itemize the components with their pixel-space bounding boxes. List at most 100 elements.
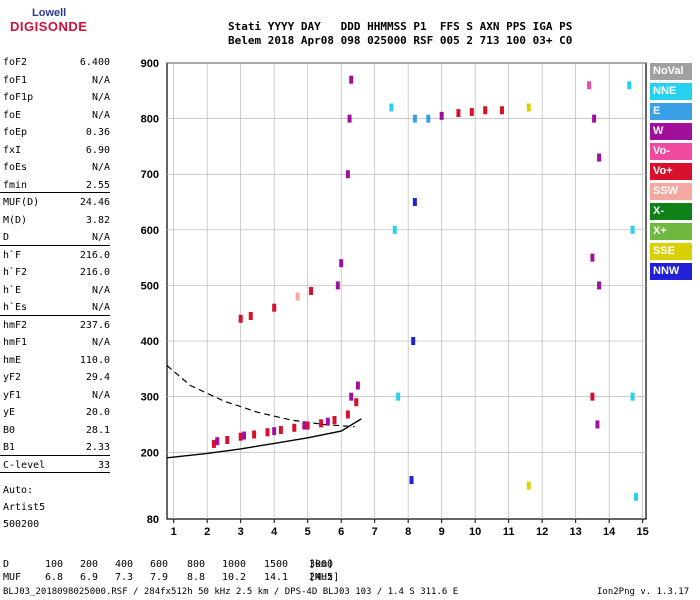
echo-point xyxy=(265,428,270,437)
param-row-mufd: MUF(D) 24.46 xyxy=(0,194,110,212)
param-name: foF1 xyxy=(3,74,28,86)
muf-cell: 6.9 xyxy=(80,572,99,583)
echo-point xyxy=(345,170,350,179)
param-value: N/A xyxy=(91,74,110,86)
muf-cell: 10.2 xyxy=(222,572,247,583)
scaled-parameters-panel: foF2 6.400 foF1 N/A foF1p N/A foE N/A foEp 0.36 fx… xyxy=(0,54,110,530)
param-name: h`E xyxy=(3,284,22,296)
x-tick-label: 7 xyxy=(372,526,378,538)
param-row-fof2: foF2 6.400 xyxy=(0,54,110,72)
param-name: foF2 xyxy=(3,57,28,68)
echo-point xyxy=(439,111,444,120)
param-row-hmf2: hmF2 237.6 xyxy=(0,317,110,335)
legend-item-nne: NNE xyxy=(650,83,692,100)
legend-item-vo: Vo+ xyxy=(650,163,692,180)
param-name: MUF(D) xyxy=(3,197,40,208)
echo-point xyxy=(211,439,216,448)
param-row-clevel: C-level 33 xyxy=(0,457,110,475)
y-tick-label: 700 xyxy=(141,169,159,181)
param-row-d: D N/A xyxy=(0,229,110,247)
echo-point xyxy=(354,398,359,407)
param-value: 2.33 xyxy=(85,442,110,453)
muf-cell: MUF xyxy=(3,572,22,583)
muf-row: MUF 6.8 6.9 7.3 7.9 8.8 10.2 14.1 24.5 [MHz] xyxy=(3,572,603,585)
x-tick-label: 4 xyxy=(271,526,278,538)
param-separator xyxy=(0,314,110,316)
echo-point xyxy=(630,225,635,234)
y-tick-label: 80 xyxy=(147,514,159,526)
param-value: N/A xyxy=(91,109,110,121)
logo-lowell: Lowell xyxy=(32,7,67,19)
x-tick-label: 15 xyxy=(637,526,649,538)
param-name: hmE xyxy=(3,354,22,366)
x-tick-label: 5 xyxy=(305,526,311,538)
echo-point xyxy=(292,423,297,432)
echo-point xyxy=(597,281,602,290)
param-value: N/A xyxy=(91,162,110,173)
echo-point xyxy=(242,431,247,440)
muf-cell: [MHz] xyxy=(309,572,340,583)
echo-point xyxy=(597,153,602,162)
legend-item-ssw: SSW xyxy=(650,183,692,200)
param-value: 0.36 xyxy=(85,127,110,138)
echo-point xyxy=(302,421,307,430)
legend-item-x: X- xyxy=(650,203,692,220)
distance-cell: 800 xyxy=(187,559,206,570)
echo-point xyxy=(412,114,417,123)
param-name: h`F xyxy=(3,249,22,261)
header-line-1: Stati YYYY DAY DDD HHMMSS P1 FFS S AXN P… xyxy=(228,20,573,33)
x-tick-label: 9 xyxy=(439,526,445,538)
param-name: yF1 xyxy=(3,389,22,401)
echo-point xyxy=(295,292,300,301)
param-name: foE xyxy=(3,109,22,121)
param-name: h`Es xyxy=(3,302,28,313)
y-tick-label: 300 xyxy=(141,392,159,404)
distance-cell: D xyxy=(3,559,10,570)
param-name: h`F2 xyxy=(3,267,28,278)
param-value: 6.400 xyxy=(79,57,110,68)
muf-cell: 7.9 xyxy=(150,572,169,583)
param-row-fmin: fmin 2.55 xyxy=(0,177,110,195)
y-tick-label: 200 xyxy=(141,447,159,459)
autoscale-label-1: Auto: xyxy=(3,485,34,496)
echo-point xyxy=(349,75,354,84)
echo-point xyxy=(305,421,310,430)
x-tick-label: 10 xyxy=(469,526,481,538)
distance-cell: [km] xyxy=(309,559,334,570)
autoscale-label-2: Artist5 xyxy=(3,502,46,513)
legend-item-x: X+ xyxy=(650,223,692,240)
echo-point xyxy=(426,114,431,123)
distance-cell: 1500 xyxy=(264,559,289,570)
param-value: 216.0 xyxy=(79,267,110,278)
distance-row: D 100 200 400 600 800 1000 1500 3000 [km] xyxy=(3,559,603,572)
legend-item-e: E xyxy=(650,103,692,120)
legend-item-sse: SSE xyxy=(650,243,692,260)
echo-point xyxy=(396,392,401,401)
echo-point xyxy=(630,392,635,401)
version-label: Ion2Png v. 1.3.17 xyxy=(597,587,690,597)
echo-point xyxy=(335,281,340,290)
param-name: fmin xyxy=(3,179,28,191)
echo-point xyxy=(252,430,257,439)
echo-point xyxy=(389,103,394,112)
x-tick-label: 14 xyxy=(603,526,616,538)
param-row-fof1p: foF1p N/A xyxy=(0,89,110,107)
echo-point xyxy=(339,259,344,268)
param-value: 237.6 xyxy=(79,319,110,331)
echo-point xyxy=(587,81,592,90)
param-row-hes: h`Es N/A xyxy=(0,299,110,317)
param-row-fxi: fxI 6.90 xyxy=(0,142,110,160)
param-name: M(D) xyxy=(3,214,28,226)
param-row-yf2: yF2 29.4 xyxy=(0,369,110,387)
legend-item-nnw: NNW xyxy=(650,263,692,280)
echo-point xyxy=(347,114,352,123)
param-value: 216.0 xyxy=(79,249,110,261)
profile-curve-solid xyxy=(166,418,362,459)
echo-point xyxy=(278,426,283,435)
param-value: N/A xyxy=(91,337,110,348)
param-name: B0 xyxy=(3,424,16,436)
echo-point xyxy=(412,198,417,207)
y-tick-label: 800 xyxy=(141,114,159,126)
echo-point xyxy=(392,225,397,234)
param-row-hf: h`F 216.0 xyxy=(0,247,110,265)
